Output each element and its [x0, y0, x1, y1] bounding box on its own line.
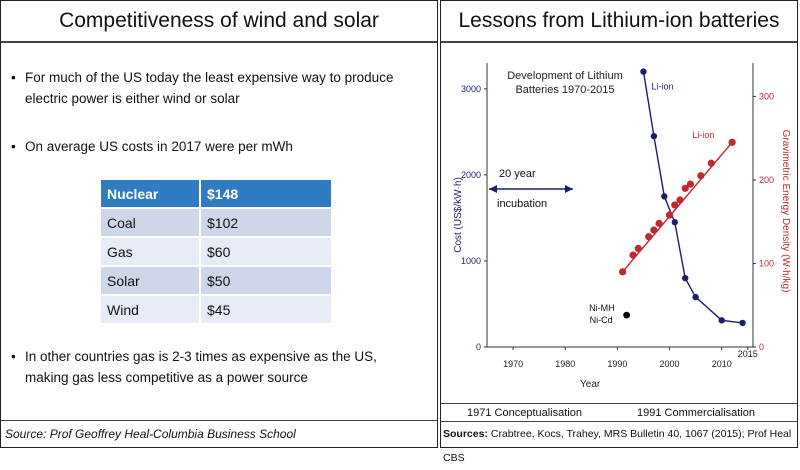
x-tick-label: 1990: [607, 359, 627, 369]
y2-axis-label: Gravimetric Energy Density (W·h/kg): [780, 130, 791, 293]
sources-label: Sources:: [443, 428, 488, 440]
bullet-3: • In other countries gas is 2-3 times as…: [11, 346, 421, 388]
cost-data-point: [692, 293, 699, 301]
table-cell-cost: $148: [201, 180, 331, 207]
table-row: Coal $102: [101, 209, 331, 236]
left-slide: Competitiveness of wind and solar • For …: [0, 0, 438, 448]
y2-tick-label: 300: [759, 91, 774, 101]
bullet-2: • On average US costs in 2017 were per m…: [11, 136, 421, 157]
table-cell-cost: $102: [201, 209, 331, 236]
lithium-battery-chart: 1970 1980 1990 2000 201020150100020003000010…: [453, 63, 791, 390]
y-tick-label: 1000: [461, 256, 481, 266]
cost-data-point: [681, 274, 689, 282]
energy-data-point: [728, 138, 736, 146]
source-credit: Source: Prof Geoffrey Heal-Columbia Busi…: [1, 420, 437, 447]
table-cell-source: Wind: [101, 296, 201, 323]
incubation-arrow-right-head: [565, 185, 573, 193]
title-divider: [441, 41, 797, 43]
x-tick-label: 1980: [555, 359, 575, 369]
incubation-label-1: 20 year: [499, 168, 536, 180]
phase-conceptualisation: 1971 Conceptualisation: [467, 407, 582, 419]
y-tick-label: 3000: [461, 84, 481, 94]
nimh-data-point: [623, 311, 631, 319]
table-cell-cost: $45: [201, 296, 331, 323]
x-axis-label: Year: [580, 379, 601, 390]
table-cell-source: Solar: [101, 267, 201, 294]
energy-data-point: [645, 233, 653, 241]
energy-data-point: [634, 244, 642, 253]
bullet-dot: •: [11, 70, 16, 85]
table-cell-source: Nuclear: [101, 180, 201, 207]
title-divider: [1, 41, 437, 43]
bullet-text: On average US costs in 2017 were per mWh: [25, 139, 293, 154]
cost-data-point: [671, 219, 678, 226]
y-axis-label: Cost (US$/kW·h): [453, 177, 464, 253]
left-slide-title: Competitiveness of wind and solar: [59, 9, 379, 32]
bullet-dot: •: [11, 349, 16, 364]
energy-series-label: Li-ion: [692, 130, 714, 140]
sources-text: Crabtree, Kocs, Trahey, MRS Bulletin 40,…: [443, 428, 792, 464]
energy-data-point: [619, 268, 627, 276]
cost-data-point: [650, 132, 658, 140]
table-cell-source: Gas: [101, 238, 201, 265]
y-tick-label: 2000: [461, 170, 481, 180]
cost-series-label: Li-ion: [651, 82, 673, 92]
cost-data-point: [661, 193, 668, 200]
energy-data-point: [686, 180, 695, 188]
y-tick-label: 0: [476, 342, 481, 352]
energy-data-point: [707, 159, 715, 167]
chart-title: Development of Lithium Batteries 1970-201…: [507, 70, 623, 96]
cost-trend-line: [642, 71, 743, 324]
phase-footer: 1971 Conceptualisation 1991 Commercialis…: [441, 403, 797, 422]
energy-data-point: [650, 226, 658, 234]
energy-data-point: [655, 219, 663, 227]
nimh-label-1: Ni-MH: [589, 303, 615, 313]
incubation-arrow-left-head: [489, 185, 497, 193]
cost-data-point: [739, 319, 746, 327]
y2-tick-label: 0: [759, 342, 764, 352]
right-slide: Lessons from Lithium-ion batteries 1970 1…: [440, 0, 798, 464]
phase-commercialisation: 1991 Commercialisation: [637, 407, 755, 419]
table-row: Gas $60: [101, 238, 331, 265]
table-row: Solar $50: [101, 267, 331, 294]
energy-data-point: [629, 251, 637, 259]
incubation-label-2: incubation: [497, 198, 547, 210]
energy-data-point: [697, 172, 705, 180]
table-cell-cost: $50: [201, 267, 331, 294]
sources-footer: Sources: Crabtree, Kocs, Trahey, MRS Bul…: [441, 421, 797, 464]
cost-data-point: [718, 317, 725, 324]
bullet-dot: •: [11, 139, 16, 154]
table-cell-source: Coal: [101, 209, 201, 236]
energy-data-point: [676, 196, 684, 204]
x-tick-label: 2015: [738, 349, 758, 359]
energy-data-point: [681, 184, 689, 192]
right-slide-title: Lessons from Lithium-ion batteries: [458, 9, 780, 32]
cost-data-point: [640, 68, 647, 75]
bullet-text: In other countries gas is 2-3 times as e…: [25, 349, 377, 385]
y2-tick-label: 200: [759, 175, 774, 185]
bullet-text: For much of the US today the least expen…: [25, 70, 394, 106]
energy-data-point: [671, 201, 679, 209]
bullet-1: • For much of the US today the least exp…: [11, 67, 421, 109]
cost-table: Nuclear $148 Coal $102 Gas $60 Solar $50…: [101, 178, 331, 325]
x-tick-label: 2000: [660, 359, 680, 369]
table-row: Nuclear $148: [101, 180, 331, 207]
x-tick-label: 1970: [503, 359, 523, 369]
energy-data-point: [665, 211, 674, 219]
y2-tick-label: 100: [759, 258, 774, 268]
table-row: Wind $45: [101, 296, 331, 323]
table-cell-cost: $60: [201, 238, 331, 265]
x-tick-label: 2010: [712, 359, 732, 369]
nimh-label-2: Ni-Cd: [590, 315, 613, 325]
